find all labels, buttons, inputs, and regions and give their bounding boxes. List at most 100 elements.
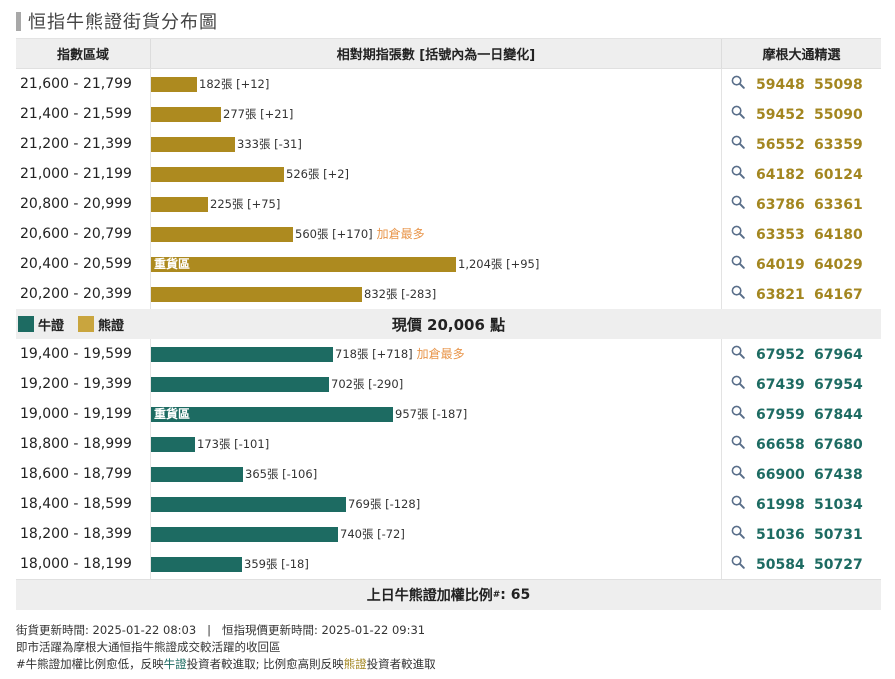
index-range: 18,200 - 18,399: [20, 526, 132, 542]
index-range: 19,000 - 19,199: [20, 406, 132, 422]
warrant-code-link[interactable]: 67439: [756, 377, 805, 393]
warrant-code-link[interactable]: 59452: [756, 107, 805, 123]
warrant-code-link[interactable]: 64180: [814, 227, 863, 243]
warrant-code-link[interactable]: 67438: [814, 467, 863, 483]
picks-cell: 51036 50731: [721, 519, 881, 549]
warrant-code-link[interactable]: 50731: [814, 527, 863, 543]
bar-value-label: 365張 [-106]: [245, 467, 317, 482]
warrant-code-link[interactable]: 64029: [814, 257, 863, 273]
warrant-code-link[interactable]: 67680: [814, 437, 863, 453]
title-accent-bar: [16, 11, 21, 31]
picks-cell: 56552 63359: [721, 129, 881, 159]
search-icon[interactable]: [731, 404, 745, 419]
warrant-code-link[interactable]: 63786: [756, 197, 805, 213]
bar-cell: 702張 [-290]: [150, 369, 721, 399]
warrant-code-link[interactable]: 55098: [814, 77, 863, 93]
picks-cell: 59452 55090: [721, 99, 881, 129]
bar-cell: 225張 [+75]: [150, 189, 721, 219]
index-range: 18,800 - 18,999: [20, 436, 132, 452]
picks-cell: 66900 67438: [721, 459, 881, 489]
warrant-code-link[interactable]: 63361: [814, 197, 863, 213]
table-row: 20,600 - 20,799 560張 [+170] 加倉最多 63353 64180: [16, 219, 881, 249]
warrant-code-link[interactable]: 67952: [756, 347, 805, 363]
warrant-code-link[interactable]: 64019: [756, 257, 805, 273]
warrant-code-link[interactable]: 66658: [756, 437, 805, 453]
warrant-code-link[interactable]: 51034: [814, 497, 863, 513]
bull-section: 19,400 - 19,599 718張 [+718] 加倉最多 67952 67964…: [16, 339, 881, 579]
count-change: 359張 [-18]: [244, 557, 309, 571]
warrant-code-link[interactable]: 50727: [814, 557, 863, 573]
warrant-code-link[interactable]: 56552: [756, 137, 805, 153]
bar-value-label: 740張 [-72]: [340, 527, 405, 542]
bar-value-label: 560張 [+170] 加倉最多: [295, 227, 425, 242]
search-icon[interactable]: [731, 284, 745, 299]
warrant-code-link[interactable]: 59448: [756, 77, 805, 93]
warrant-code-link[interactable]: 63359: [814, 137, 863, 153]
warrant-code-link[interactable]: 64167: [814, 287, 863, 303]
search-icon[interactable]: [731, 194, 745, 209]
search-icon[interactable]: [731, 374, 745, 389]
bar-cell: 359張 [-18]: [150, 549, 721, 579]
picks-cell: 59448 55098: [721, 69, 881, 99]
weighted-ratio-label: 上日牛熊證加權比例: [366, 588, 493, 604]
bar-value-label: 333張 [-31]: [237, 137, 302, 152]
bar-cell: 173張 [-101]: [150, 429, 721, 459]
warrant-code-link[interactable]: 63353: [756, 227, 805, 243]
search-icon[interactable]: [731, 434, 745, 449]
warrant-code-link[interactable]: 67844: [814, 407, 863, 423]
search-icon[interactable]: [731, 554, 745, 569]
picks-cell: 67952 67964: [721, 339, 881, 369]
search-icon[interactable]: [731, 134, 745, 149]
count-change: 333張 [-31]: [237, 137, 302, 151]
warrant-code-link[interactable]: 64182: [756, 167, 805, 183]
picks-cell: 61998 51034: [721, 489, 881, 519]
table-row: 18,400 - 18,599 769張 [-128] 61998 51034: [16, 489, 881, 519]
warrant-code-link[interactable]: 61998: [756, 497, 805, 513]
search-icon[interactable]: [731, 524, 745, 539]
search-icon[interactable]: [731, 104, 745, 119]
warrant-code-link[interactable]: 66900: [756, 467, 805, 483]
table-row: 21,400 - 21,599 277張 [+21] 59452 55090: [16, 99, 881, 129]
search-icon[interactable]: [731, 344, 745, 359]
index-range: 20,600 - 20,799: [20, 226, 132, 242]
warrant-code-link[interactable]: 50584: [756, 557, 805, 573]
table-row: 19,000 - 19,199 重貨區 957張 [-187] 67959 67844: [16, 399, 881, 429]
bear-section: 21,600 - 21,799 182張 [+12] 59448 55098 21,40…: [16, 69, 881, 309]
ratio-note-part2: 投資者較進取; 比例愈高則反映: [186, 657, 344, 671]
bear-bar: [151, 77, 197, 92]
index-range: 18,600 - 18,799: [20, 466, 132, 482]
table-row: 20,800 - 20,999 225張 [+75] 63786 63361: [16, 189, 881, 219]
bar-cell: 769張 [-128]: [150, 489, 721, 519]
count-change: 702張 [-290]: [331, 377, 404, 391]
warrant-code-link[interactable]: 67964: [814, 347, 863, 363]
warrant-code-link[interactable]: 67959: [756, 407, 805, 423]
search-icon[interactable]: [731, 464, 745, 479]
warrant-code-link[interactable]: 60124: [814, 167, 863, 183]
bull-bar: [151, 407, 393, 422]
bar-value-label: 832張 [-283]: [364, 287, 436, 302]
header-bars: 相對期指張數 [括號內為一日變化]: [150, 39, 721, 68]
search-icon[interactable]: [731, 254, 745, 269]
search-icon[interactable]: [731, 224, 745, 239]
count-change: 182張 [+12]: [199, 77, 270, 91]
search-icon[interactable]: [731, 74, 745, 89]
count-change: 1,204張 [+95]: [458, 257, 540, 271]
header-range: 指數區域: [56, 48, 109, 63]
warrant-code-link[interactable]: 55090: [814, 107, 863, 123]
legend: 牛證 熊證: [16, 315, 196, 334]
bear-bar: [151, 107, 221, 122]
bar-value-label: 173張 [-101]: [197, 437, 269, 452]
picks-cell: 66658 67680: [721, 429, 881, 459]
bar-cell: 重貨區 957張 [-187]: [150, 399, 721, 429]
bar-value-label: 769張 [-128]: [348, 497, 420, 512]
warrant-code-link[interactable]: 63821: [756, 287, 805, 303]
search-icon[interactable]: [731, 494, 745, 509]
bar-cell: 560張 [+170] 加倉最多: [150, 219, 721, 249]
index-range: 18,400 - 18,599: [20, 496, 132, 512]
index-range: 19,400 - 19,599: [20, 346, 132, 362]
warrant-code-link[interactable]: 67954: [814, 377, 863, 393]
warrant-code-link[interactable]: 51036: [756, 527, 805, 543]
search-icon[interactable]: [731, 164, 745, 179]
bar-value-label: 526張 [+2]: [286, 167, 349, 182]
count-change: 173張 [-101]: [197, 437, 270, 451]
